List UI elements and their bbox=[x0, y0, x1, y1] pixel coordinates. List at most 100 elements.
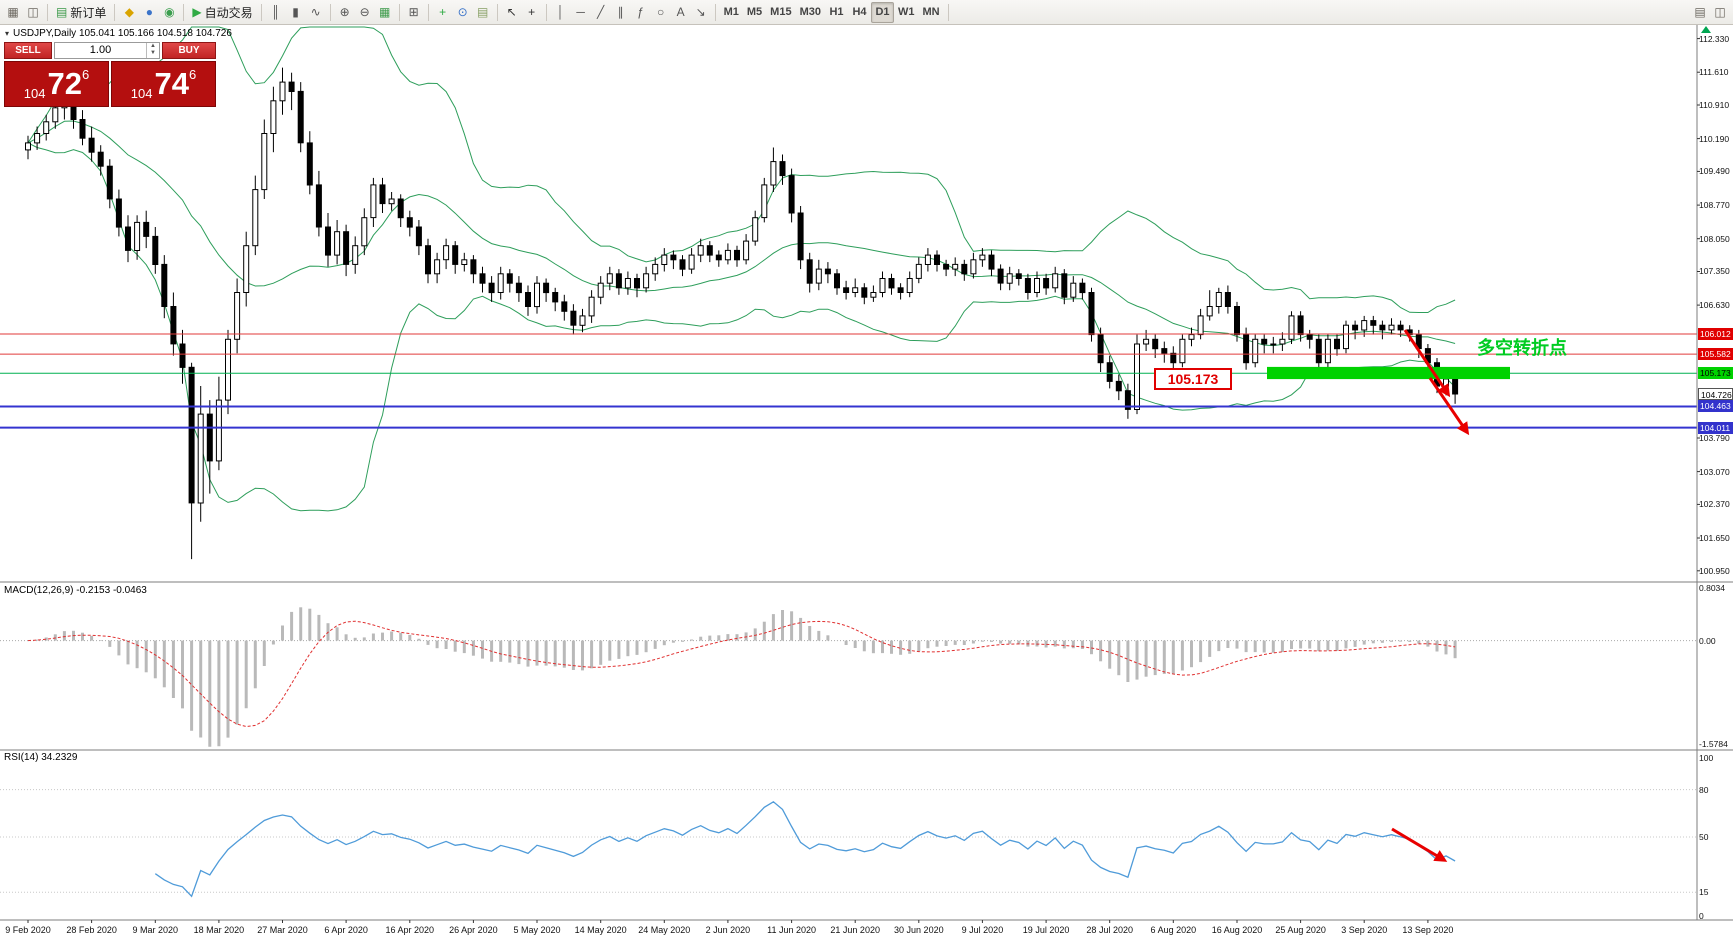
toolbar-separator bbox=[714, 3, 716, 21]
vertical-line-icon[interactable]: │ bbox=[556, 5, 565, 19]
price-tick: 109.490 bbox=[1699, 166, 1730, 177]
zoom-out-icon[interactable]: ⊖ bbox=[359, 5, 370, 19]
macd-tick: -1.5784 bbox=[1699, 739, 1728, 749]
templates-icon[interactable]: ▤ bbox=[476, 5, 489, 19]
price-tick: 102.370 bbox=[1699, 499, 1730, 510]
lot-up-button[interactable]: ▲ bbox=[150, 43, 156, 49]
toolbar-separator bbox=[183, 3, 185, 21]
rsi-tick: 0 bbox=[1699, 911, 1704, 921]
rsi-tick: 50 bbox=[1699, 832, 1709, 842]
new-order-button[interactable]: ▤ 新订单 bbox=[56, 5, 107, 20]
one-click-toggle[interactable]: ▾ bbox=[5, 29, 10, 38]
lot-down-button[interactable]: ▼ bbox=[150, 50, 156, 56]
annotation-text[interactable]: 多空转折点 bbox=[1477, 338, 1567, 358]
rsi-label: RSI(14) 34.2329 bbox=[4, 752, 78, 763]
timeframe-mn[interactable]: MN bbox=[922, 6, 940, 18]
timeframe-d1[interactable]: D1 bbox=[870, 1, 894, 23]
time-label: 3 Sep 2020 bbox=[1341, 925, 1388, 935]
time-label: 18 Mar 2020 bbox=[193, 925, 245, 935]
rsi-tick: 15 bbox=[1699, 887, 1709, 898]
time-label: 16 Aug 2020 bbox=[1211, 925, 1263, 935]
time-label: 28 Feb 2020 bbox=[66, 925, 117, 935]
time-label: 28 Jul 2020 bbox=[1086, 925, 1133, 935]
bars-chart-icon[interactable]: ║ bbox=[271, 5, 280, 19]
fibonacci-icon[interactable]: ƒ bbox=[637, 5, 644, 19]
macd-tick: 0.8034 bbox=[1699, 583, 1725, 593]
toolbar-separator bbox=[545, 3, 547, 21]
time-label: 16 Apr 2020 bbox=[385, 925, 435, 935]
time-label: 24 May 2020 bbox=[638, 925, 691, 935]
timeframe-h4[interactable]: H4 bbox=[852, 6, 867, 18]
buy-button[interactable]: BUY bbox=[162, 42, 216, 59]
macd-label: MACD(12,26,9) -0.2153 -0.0463 bbox=[4, 585, 147, 596]
preview-icon[interactable]: ◫ bbox=[1714, 5, 1726, 19]
zoom-in-icon[interactable]: ⊕ bbox=[339, 5, 350, 19]
lot-size-input[interactable]: 1.00 ▲ ▼ bbox=[54, 42, 160, 59]
arrows-icon[interactable]: ↘ bbox=[695, 5, 706, 19]
timeframe-m1[interactable]: M1 bbox=[723, 6, 739, 18]
time-label: 9 Mar 2020 bbox=[132, 925, 179, 935]
horizontal-line-icon[interactable]: ─ bbox=[576, 5, 585, 19]
macd-tick: 0.00 bbox=[1699, 635, 1716, 646]
lot-value[interactable]: 1.00 bbox=[89, 44, 112, 56]
price-tag: 105.582 bbox=[1698, 348, 1733, 361]
time-label: 6 Aug 2020 bbox=[1150, 925, 1197, 935]
price-tag: 104.463 bbox=[1698, 400, 1733, 413]
indicators-icon[interactable]: + bbox=[439, 5, 447, 19]
channel-icon[interactable]: ∥ bbox=[617, 5, 624, 19]
price-tick: 111.610 bbox=[1699, 67, 1729, 78]
cursor-icon[interactable]: ↖ bbox=[506, 5, 517, 19]
candles-chart-icon[interactable]: ▮ bbox=[292, 5, 299, 19]
periods-icon[interactable]: ⊙ bbox=[457, 5, 468, 19]
time-label: 9 Jul 2020 bbox=[961, 925, 1004, 935]
sell-price-big: 72 bbox=[47, 66, 82, 101]
grid-icon[interactable]: ▦ bbox=[378, 5, 391, 19]
price-tick: 108.050 bbox=[1699, 233, 1730, 244]
toolbar-separator bbox=[329, 3, 331, 21]
price-tag: 106.012 bbox=[1698, 328, 1733, 341]
rsi-tick: 80 bbox=[1699, 784, 1709, 795]
time-label: 14 May 2020 bbox=[574, 925, 627, 935]
timeframe-m15[interactable]: M15 bbox=[770, 6, 792, 18]
alerts-icon[interactable]: ◆ bbox=[124, 5, 134, 19]
sell-button[interactable]: SELL bbox=[4, 42, 52, 59]
shapes-icon[interactable]: ○ bbox=[656, 5, 665, 19]
buy-price-sup: 6 bbox=[188, 67, 197, 82]
charts-icon[interactable]: ▦ bbox=[7, 5, 19, 19]
price-tick: 110.910 bbox=[1699, 99, 1730, 110]
toolbar-separator bbox=[427, 3, 429, 21]
history-center-icon[interactable]: ● bbox=[145, 5, 153, 19]
time-label: 27 Mar 2020 bbox=[257, 925, 308, 935]
tile-windows-icon[interactable]: ⊞ bbox=[408, 5, 419, 19]
price-tick: 100.950 bbox=[1699, 565, 1730, 576]
sell-price-prefix: 104 bbox=[23, 86, 46, 101]
timeframe-m30[interactable]: M30 bbox=[799, 6, 821, 18]
crosshair-icon[interactable]: + bbox=[528, 5, 536, 19]
time-label: 13 Sep 2020 bbox=[1402, 925, 1454, 935]
timeframe-w1[interactable]: W1 bbox=[897, 6, 915, 18]
timeframe-m5[interactable]: M5 bbox=[746, 6, 763, 18]
timeframe-h1[interactable]: H1 bbox=[829, 6, 844, 18]
toolbar-separator bbox=[947, 3, 949, 21]
text-icon[interactable]: A bbox=[676, 5, 685, 19]
time-label: 6 Apr 2020 bbox=[324, 925, 368, 935]
quote-title-text: USDJPY,Daily 105.041 105.166 104.518 104… bbox=[13, 28, 232, 39]
price-tag: 104.011 bbox=[1698, 421, 1733, 434]
buy-price-prefix: 104 bbox=[130, 86, 153, 101]
economic-calendar-icon[interactable]: ◉ bbox=[164, 5, 175, 19]
time-label: 9 Feb 2020 bbox=[5, 925, 51, 935]
one-click-trading-panel: SELL 1.00 ▲ ▼ BUY 104 72 6 104 74 6 bbox=[4, 42, 216, 107]
price-callout[interactable]: 105.173 bbox=[1154, 368, 1232, 390]
buy-price-box[interactable]: 104 74 6 bbox=[111, 61, 216, 107]
line-chart-icon[interactable]: ∿ bbox=[310, 5, 321, 19]
price-tick: 103.790 bbox=[1699, 432, 1730, 443]
autotrading-button[interactable]: ▶ 自动交易 bbox=[192, 5, 253, 20]
price-tag: 105.173 bbox=[1698, 367, 1733, 380]
rsi-tick: 100 bbox=[1699, 753, 1714, 763]
profiles-icon[interactable]: ◫ bbox=[27, 5, 39, 19]
time-label: 5 May 2020 bbox=[513, 925, 561, 935]
sell-price-box[interactable]: 104 72 6 bbox=[4, 61, 109, 107]
print-icon[interactable]: ▤ bbox=[1694, 5, 1706, 19]
trendline-icon[interactable]: ╱ bbox=[596, 5, 605, 19]
